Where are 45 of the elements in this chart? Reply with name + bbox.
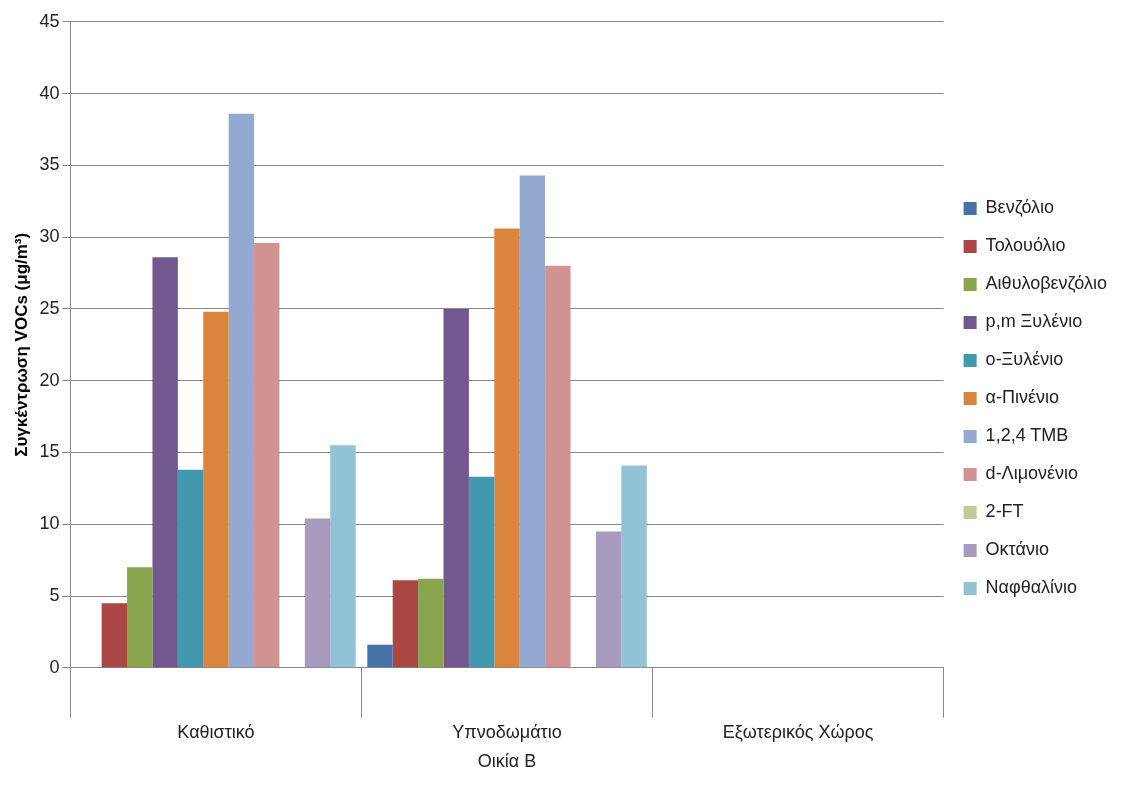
- legend-label: Βενζόλιο: [985, 197, 1055, 218]
- bar: [203, 311, 229, 668]
- y-tick-label: 45: [39, 10, 60, 31]
- bar: [418, 578, 444, 668]
- legend-label: α-Πινένιο: [985, 387, 1060, 408]
- bar: [152, 257, 178, 668]
- y-axis-title: Συγκέντρωση VOCs (μg/m³): [11, 232, 31, 457]
- y-tick-label: 10: [39, 513, 60, 534]
- bar: [367, 644, 393, 668]
- bar: [228, 113, 255, 668]
- bar: [519, 175, 546, 668]
- y-tick-label: 0: [49, 656, 60, 677]
- x-tick-label: Υπνοδωμάτιο: [452, 721, 562, 742]
- legend-label: Ναφθαλίνιο: [985, 577, 1078, 598]
- bar: [101, 603, 128, 668]
- legend-label: 1,2,4 TMB: [985, 425, 1069, 446]
- y-tick-label: 15: [39, 441, 60, 462]
- bar: [545, 265, 571, 668]
- bar: [330, 445, 356, 668]
- y-tick-label: 25: [39, 297, 60, 318]
- legend-label: Αιθυλοβενζόλιο: [985, 273, 1107, 294]
- bar: [595, 531, 622, 668]
- legend-label: p,m Ξυλένιο: [985, 311, 1083, 332]
- bar: [127, 567, 153, 668]
- bar: [443, 308, 469, 668]
- bar: [254, 242, 280, 668]
- bar: [177, 469, 204, 668]
- y-tick-label: 20: [39, 369, 60, 390]
- legend-label: Οκτάνιο: [985, 539, 1049, 560]
- legend-label: 2-FT: [985, 501, 1024, 522]
- bar: [621, 465, 647, 668]
- bar: [468, 476, 495, 668]
- y-tick-label: 35: [39, 154, 60, 175]
- legend-label: o-Ξυλένιο: [985, 349, 1064, 370]
- bar: [304, 518, 331, 668]
- bar: [494, 228, 520, 668]
- legend-label: d-Λιμονένιο: [985, 463, 1079, 484]
- bar: [392, 580, 419, 668]
- y-tick-label: 30: [39, 226, 60, 247]
- y-tick-label: 5: [49, 584, 60, 605]
- x-tick-label: Εξωτερικός Χώρος: [722, 721, 874, 742]
- x-tick-label: Καθιστικό: [177, 721, 255, 742]
- x-axis-title: Οικία Β: [477, 751, 537, 772]
- legend-label: Τολουόλιο: [985, 235, 1066, 256]
- y-tick-label: 40: [39, 82, 60, 103]
